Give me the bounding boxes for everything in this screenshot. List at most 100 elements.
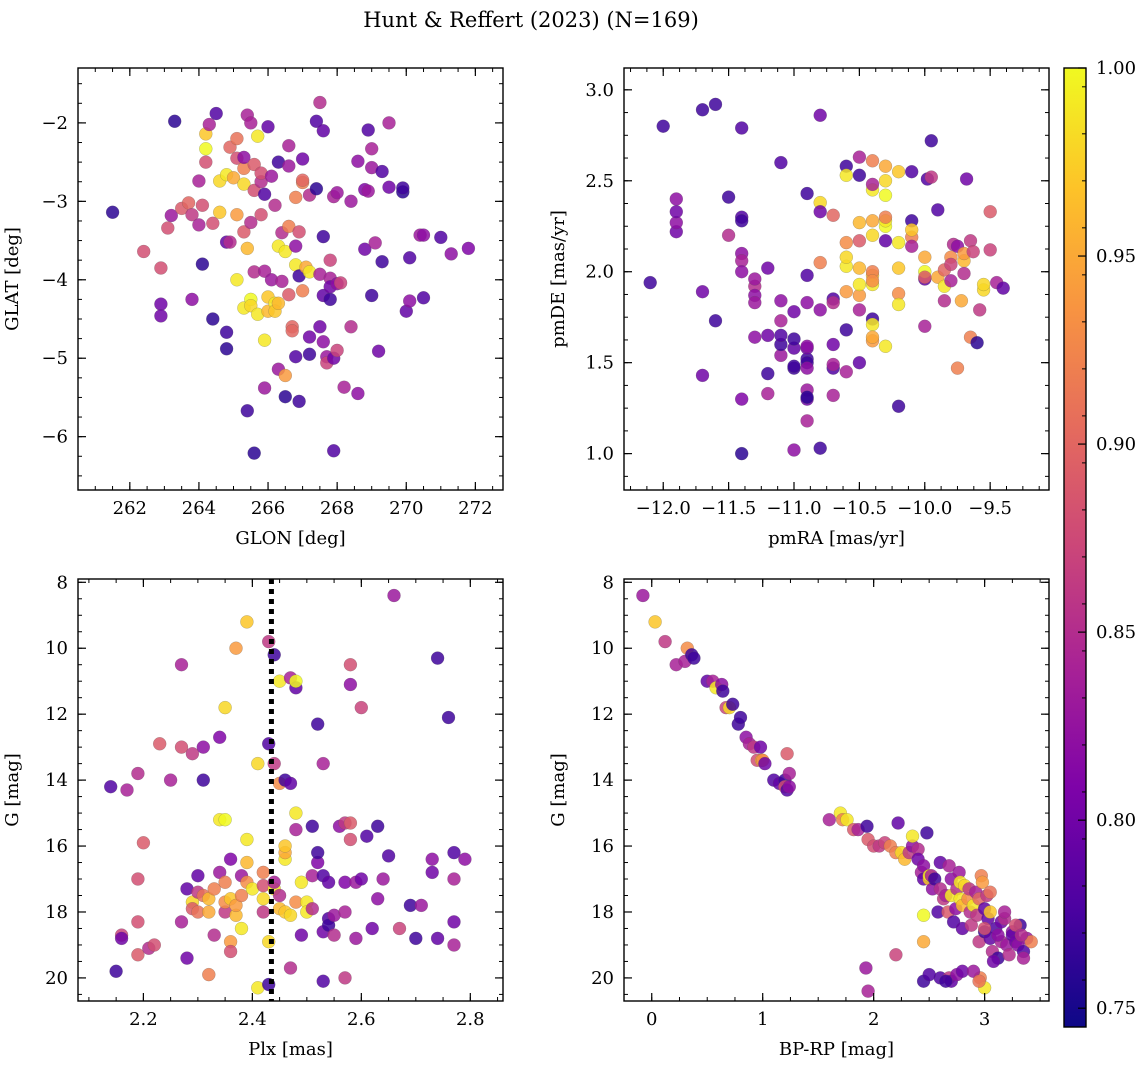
data-point (924, 134, 938, 148)
x-tick-label: −10.0 (897, 498, 952, 519)
data-point (813, 204, 827, 219)
colorbar-tick-label: 0.80 (1096, 810, 1136, 831)
data-point (268, 198, 282, 213)
data-point (839, 365, 853, 379)
data-point (735, 392, 749, 406)
data-point (826, 388, 840, 403)
data-point (774, 294, 788, 308)
data-point (240, 832, 254, 847)
y-tick-label: −2 (41, 113, 68, 134)
data-point (983, 905, 997, 919)
y-tick-label: 16 (45, 836, 68, 857)
data-point (272, 888, 287, 903)
data-point (103, 780, 118, 794)
data-point (800, 186, 814, 201)
data-point (344, 194, 358, 209)
data-point (195, 198, 210, 213)
data-point (251, 756, 265, 771)
data-point (891, 816, 905, 830)
data-point (240, 241, 255, 256)
data-point (261, 120, 275, 134)
axes-frame (623, 578, 1050, 1002)
data-point (381, 849, 396, 863)
data-point (972, 974, 986, 988)
data-point (392, 921, 407, 936)
data-point (957, 266, 971, 281)
data-point (905, 239, 919, 254)
data-point (891, 235, 906, 250)
data-point (726, 697, 740, 711)
panel-plx-g: 2.2 2.4 2.6 2.8 8 10 12 14 16 18 20 Plx [mas] G [mag… (2, 572, 504, 1060)
data-point (256, 892, 270, 906)
x-tick-label: 272 (458, 498, 492, 519)
data-point (447, 872, 461, 886)
data-point (271, 296, 286, 310)
data-point (441, 710, 456, 725)
data-point (787, 359, 801, 373)
data-point (180, 951, 194, 965)
data-point (196, 740, 211, 754)
data-point (918, 270, 932, 284)
data-point (954, 294, 969, 308)
data-point (185, 747, 200, 761)
data-point (905, 829, 920, 843)
data-point (643, 275, 657, 290)
data-point (414, 898, 428, 913)
data-point (396, 181, 410, 195)
data-point (337, 380, 351, 394)
axes-frame (77, 67, 504, 491)
x-tick-label: 0 (646, 1009, 657, 1030)
data-point (918, 319, 932, 333)
colorbar-tick-label: 0.95 (1096, 246, 1136, 267)
data-point (636, 588, 650, 603)
data-point (761, 366, 775, 381)
y-tick-label: 2.0 (585, 262, 614, 283)
data-point (316, 229, 330, 244)
panel-pmra-pmde: −12.0 −11.5 −11.0 −10.5 −10.0 −9.5 1.0 1.5 2.0 2.… (548, 67, 1050, 549)
y-tick-label: 20 (45, 968, 68, 989)
data-point (199, 155, 213, 169)
data-point (237, 150, 251, 165)
data-point (351, 386, 365, 401)
data-point (375, 255, 389, 269)
data-point (458, 852, 472, 866)
data-point (800, 414, 814, 428)
data-point (916, 935, 931, 949)
x-tick-label: 2.6 (347, 1009, 376, 1030)
data-point (358, 242, 372, 256)
data-point (1014, 928, 1028, 942)
data-point (403, 251, 417, 265)
data-point (365, 288, 379, 303)
data-point (865, 317, 880, 332)
data-point (234, 888, 249, 903)
data-point (361, 184, 375, 198)
data-point (371, 892, 385, 906)
data-point (761, 261, 775, 275)
data-point (787, 443, 801, 457)
data-point (813, 441, 827, 455)
data-point (289, 190, 303, 205)
data-point (264, 169, 279, 183)
x-tick-label: 1 (757, 1009, 768, 1030)
data-point (905, 164, 919, 179)
data-point (721, 190, 736, 204)
scatter-points (636, 588, 1038, 998)
data-point (196, 773, 211, 787)
data-point (813, 255, 827, 270)
x-tick-label: −11.0 (766, 498, 821, 519)
data-point (813, 303, 827, 317)
data-point (891, 261, 906, 275)
data-point (416, 228, 431, 242)
data-point (327, 444, 341, 458)
x-axis-label: GLON [deg] (235, 528, 345, 549)
data-point (278, 368, 292, 383)
x-tick-label: 3 (979, 1009, 990, 1030)
colorbar-frame (1063, 67, 1087, 1028)
data-point (192, 174, 206, 188)
data-point (316, 974, 330, 988)
y-tick-label: 10 (45, 638, 68, 659)
y-tick-label: 10 (591, 638, 614, 659)
data-point (257, 187, 272, 202)
data-point (865, 274, 880, 288)
